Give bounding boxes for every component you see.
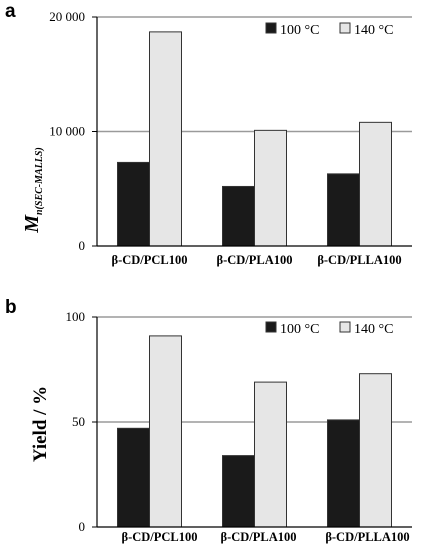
panel-b-axes (92, 316, 412, 528)
panel-b-bars (117, 335, 392, 528)
bar-140c (254, 381, 287, 528)
legend-swatch (339, 22, 351, 34)
legend-swatch (339, 321, 351, 333)
category-label: β-CD/PLLA100 (325, 530, 409, 544)
panel-b-ylabel: Yield / % (30, 386, 51, 462)
panel-a-bars (117, 31, 392, 247)
bar-100c (327, 419, 360, 528)
legend-label: 100 °C (280, 23, 319, 38)
legend-swatch (265, 22, 277, 34)
panel-a-ylabel-main: M (21, 214, 43, 234)
panel-b-tick-labels: 0 50 100 (66, 309, 86, 534)
bar-100c (222, 455, 255, 528)
panel-b-letter: b (5, 297, 17, 318)
y-tick-label: 100 (66, 309, 86, 324)
panel-a-axes (92, 16, 412, 247)
panel-a-tick-labels: 0 10 000 20 000 (49, 9, 85, 253)
bar-140c (359, 121, 392, 247)
panel-a-category-labels: β-CD/PCL100 β-CD/PLA100 β-CD/PLLA100 (111, 253, 401, 267)
y-tick-label: 0 (79, 238, 86, 253)
bar-100c (327, 173, 360, 247)
category-label: β-CD/PCL100 (121, 530, 197, 544)
bar-100c (117, 161, 150, 247)
panel-b-legend: 100 °C 140 °C (265, 321, 393, 337)
legend-label: 140 °C (354, 322, 393, 337)
y-tick-label: 20 000 (49, 9, 85, 24)
legend-label: 100 °C (280, 322, 319, 337)
legend-label: 140 °C (354, 23, 393, 38)
category-label: β-CD/PLLA100 (317, 253, 401, 267)
legend-swatch (265, 321, 277, 333)
y-tick-label: 50 (72, 414, 85, 429)
panel-b: b Yield / % 0 50 100 β-CD/PCL100 β-CD/PLA10… (5, 297, 412, 544)
category-label: β-CD/PLA100 (220, 530, 296, 544)
bar-100c (117, 427, 150, 528)
y-tick-label: 10 000 (49, 124, 85, 139)
bar-100c (222, 185, 255, 247)
panel-a-letter: a (5, 1, 16, 22)
category-label: β-CD/PLA100 (216, 253, 292, 267)
panel-a: a Mn(SEC-MALLS) 0 10 000 20 000 β-CD/PCL10… (5, 1, 412, 267)
bar-140c (149, 31, 182, 247)
category-label: β-CD/PCL100 (111, 253, 187, 267)
y-tick-label: 0 (79, 519, 86, 534)
bar-140c (254, 129, 287, 247)
bar-140c (149, 335, 182, 528)
bar-140c (359, 373, 392, 528)
panel-a-ylabel-sub: n(SEC-MALLS) (34, 147, 45, 215)
panel-b-category-labels: β-CD/PCL100 β-CD/PLA100 β-CD/PLLA100 (121, 530, 409, 544)
panel-a-ylabel: Mn(SEC-MALLS) (21, 147, 45, 234)
panel-a-legend: 100 °C 140 °C (265, 22, 393, 38)
